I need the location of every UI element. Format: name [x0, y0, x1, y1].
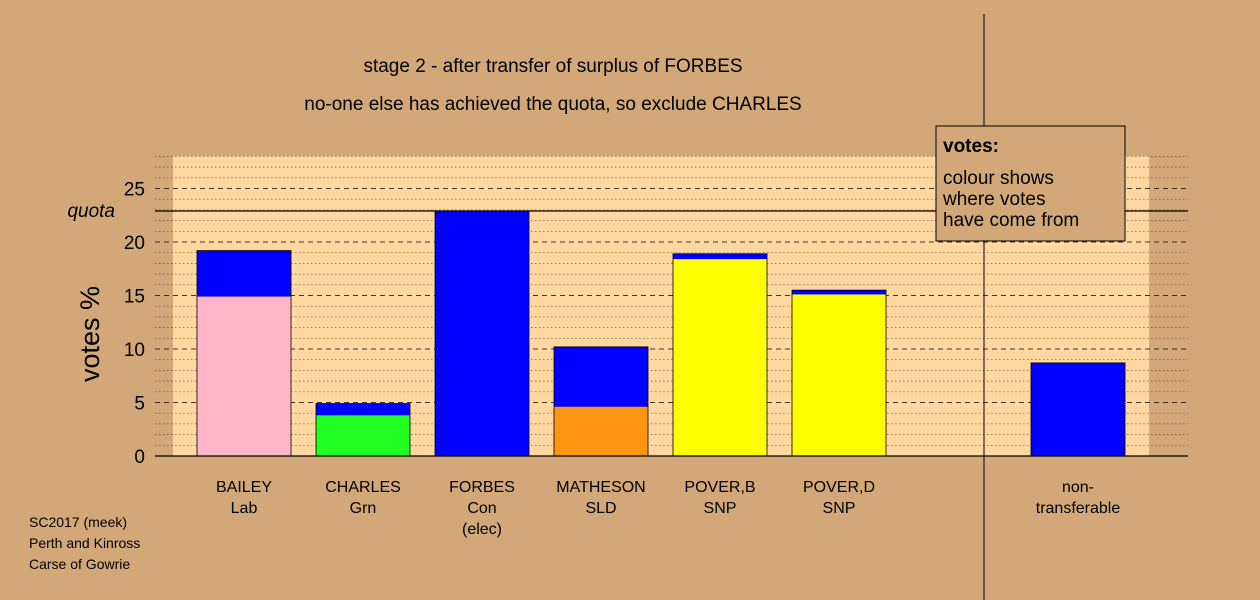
legend-line: where votes — [942, 189, 1045, 210]
bar-segment — [316, 403, 410, 416]
bar-segment — [316, 415, 410, 456]
legend-box: votes: colour shows where votes have com… — [935, 125, 1126, 242]
category-label: SNP — [704, 500, 737, 517]
y-axis-label: votes % — [75, 286, 105, 382]
category-label: transferable — [1036, 500, 1121, 517]
chart-title: stage 2 - after transfer of surplus of F… — [363, 56, 742, 77]
category-label: MATHESON — [556, 479, 645, 496]
category-label: (elec) — [462, 521, 502, 538]
category-label: CHARLES — [325, 479, 401, 496]
category-label: Grn — [350, 500, 377, 517]
y-tick-label: 20 — [124, 233, 145, 254]
category-label: POVER,D — [803, 479, 875, 496]
legend-heading: votes: — [943, 136, 999, 157]
chart-subtitle: no-one else has achieved the quota, so e… — [304, 94, 801, 115]
bar-segment — [673, 253, 767, 260]
category-label: non- — [1062, 479, 1094, 496]
y-axis-ticks: 0 5 10 15 20 25 — [124, 180, 145, 469]
footer-line: Perth and Kinross — [29, 535, 140, 551]
bar-segment — [197, 250, 291, 297]
y-tick-label: 10 — [124, 340, 145, 361]
bar-segment — [197, 296, 291, 456]
y-tick-label: 25 — [124, 180, 145, 201]
footer-line: Carse of Gowrie — [29, 556, 130, 572]
y-tick-label: 0 — [134, 447, 145, 468]
y-tick-label: 5 — [134, 394, 145, 415]
quota-label: quota — [67, 201, 115, 222]
bar-segment — [554, 346, 648, 407]
nontransferable-bar — [1031, 362, 1125, 456]
category-label: Con — [467, 500, 496, 517]
major-gridlines — [155, 188, 1188, 403]
bars — [196, 210, 1126, 457]
category-labels: BAILEY Lab CHARLES Grn FORBES Con (elec) MATHES… — [216, 479, 1120, 538]
bar-segment — [435, 210, 529, 456]
legend-line: have come from — [943, 210, 1079, 231]
bar-segment — [792, 290, 886, 295]
y-tick-label: 15 — [124, 287, 145, 308]
footer-line: SC2017 (meek) — [29, 514, 127, 530]
category-label: SNP — [823, 500, 856, 517]
category-label: POVER,B — [684, 479, 755, 496]
legend-line: colour shows — [943, 168, 1054, 189]
category-label: FORBES — [449, 479, 515, 496]
legend-frame — [935, 125, 1126, 242]
category-label: Lab — [231, 500, 258, 517]
bar-segment — [673, 259, 767, 456]
bar-segment — [554, 406, 648, 456]
bar-segment — [792, 294, 886, 456]
category-label: BAILEY — [216, 479, 272, 496]
category-label: SLD — [585, 500, 616, 517]
